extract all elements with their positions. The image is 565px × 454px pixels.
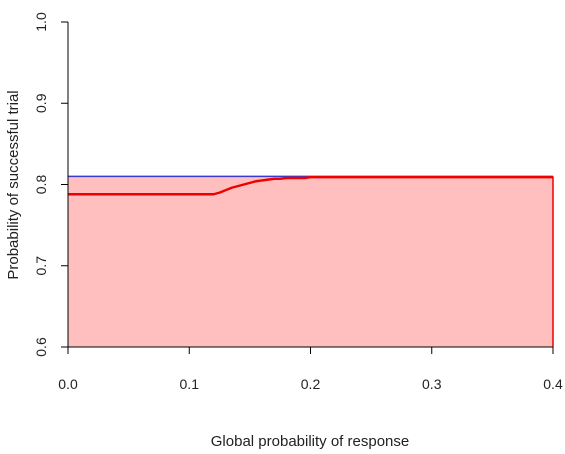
x-axis-tick-label: 0.2 — [301, 376, 321, 392]
x-axis-tick-label: 0.0 — [58, 376, 78, 392]
y-axis-tick-label: 0.9 — [33, 93, 49, 113]
shaded-area-layer — [68, 176, 553, 347]
shaded-area — [68, 176, 553, 347]
x-axis-tick-label: 0.4 — [543, 376, 563, 392]
x-axis-tick-label: 0.3 — [422, 376, 442, 392]
x-axis-title: Global probability of response — [211, 433, 409, 450]
probability-curve-line — [68, 175, 553, 196]
series-line-layer — [68, 175, 554, 347]
y-axis-tick-label: 0.6 — [33, 337, 49, 357]
y-axis-tick-label: 0.7 — [33, 256, 49, 276]
x-axis-tick-label: 0.1 — [180, 376, 200, 392]
y-axis-tick-label: 0.8 — [33, 175, 49, 195]
axes: 0.0 0.1 0.2 0.3 0.4 0.6 0.7 0.8 0.9 1.0 — [33, 12, 563, 392]
y-axis-tick-label: 1.0 — [33, 12, 49, 32]
y-axis-title: Probability of successful trial — [5, 90, 22, 279]
